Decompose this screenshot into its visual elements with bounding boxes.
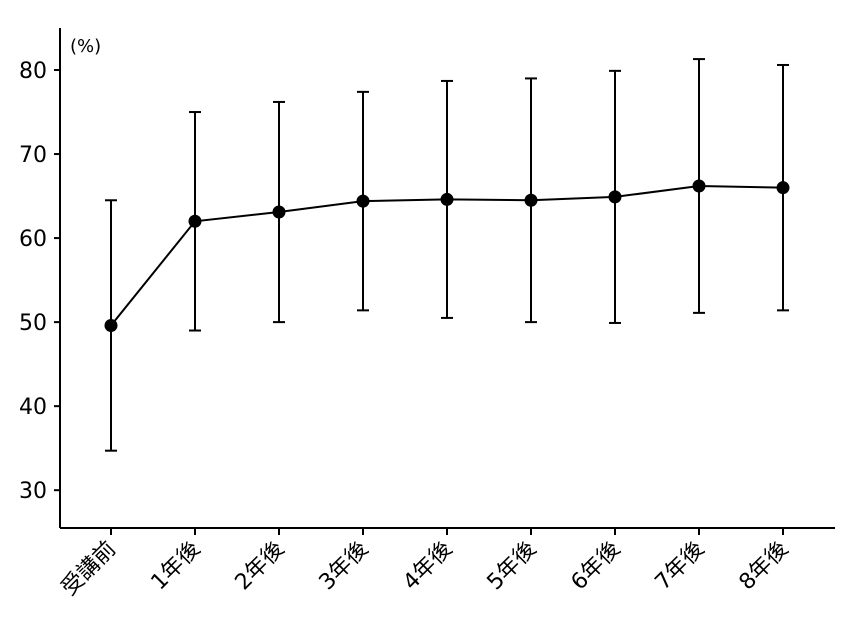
error-bars [105,58,789,452]
y-tick-label: 60 [19,227,47,252]
x-tick-label: 5年後 [483,537,542,596]
y-tick-label: 50 [19,311,47,336]
y-tick-label: 80 [19,59,47,84]
y-unit-label: (%) [70,36,101,57]
x-tick-label: 2年後 [231,537,290,596]
x-tick-label: 8年後 [735,537,794,596]
x-tick-label: 7年後 [651,537,710,596]
data-point [104,318,118,332]
x-tick-label: 4年後 [399,537,458,596]
x-tick-label: 1年後 [147,537,206,596]
x-tick-label: 3年後 [315,537,374,596]
x-tick-label: 受講前 [57,537,121,601]
data-point [776,181,790,195]
data-point [692,179,706,193]
y-tick-label: 40 [19,395,47,420]
data-point [188,214,202,228]
x-ticks: 受講前 1年後 2年後 3年後 4年後 5年後 6年後 7年後 8年後 [57,528,793,601]
data-point [440,192,454,206]
x-tick-label: 6年後 [567,537,626,596]
data-point [608,190,622,204]
y-tick-label: 30 [19,479,47,504]
y-ticks: 30 40 50 60 70 80 [19,59,60,504]
y-tick-label: 70 [19,143,47,168]
data-point [356,194,370,208]
data-point [272,205,286,219]
data-points [104,179,790,332]
data-point [524,193,538,207]
